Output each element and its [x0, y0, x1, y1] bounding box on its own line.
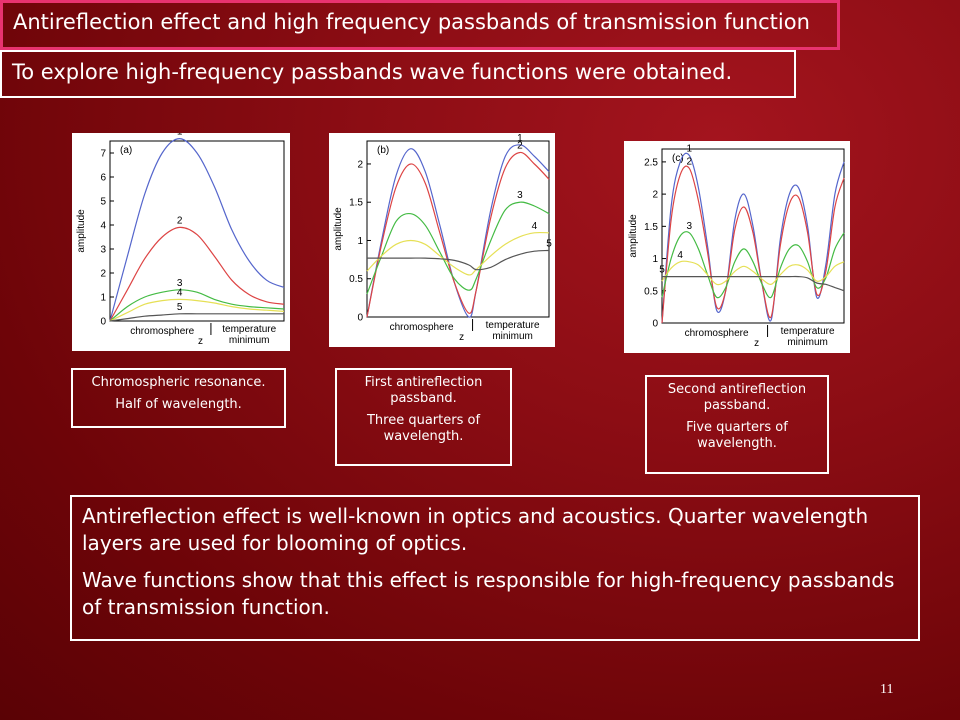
plot-c-ytick-label: 0: [652, 319, 658, 330]
plot-c-region-label: chromosphere: [685, 328, 749, 339]
plot-b-series-label: 3: [517, 190, 523, 201]
plot-c-series-1: [661, 152, 845, 324]
caption-b: First antireflection passband. Three qua…: [335, 368, 512, 466]
plot-c-svg: 0 0.5 1 1.5 2 2.5 amplitude (c) chromosphere temp…: [628, 143, 845, 349]
plot-c-ytick-label: 2: [652, 190, 658, 201]
plot-b-series-5: [367, 249, 550, 271]
plot-c-series-5: [662, 275, 845, 292]
plot-b-series-1: [366, 144, 550, 318]
plot-c-series-3: [661, 231, 845, 299]
plot-a-panel-label: (a): [120, 145, 132, 156]
plot-b-ylabel: amplitude: [333, 207, 344, 251]
plot-a: 0 1 2 3 4 5 6 7 amplitude (a) chromosphere temperat…: [72, 133, 290, 351]
plot-a-ylabel: amplitude: [76, 209, 87, 253]
plot-b-series-label: 1: [517, 133, 523, 144]
plot-c-series-label: 3: [687, 221, 693, 232]
caption-a-line-2: Half of wavelength.: [115, 397, 242, 412]
plot-a-series-label: 1: [177, 133, 183, 138]
caption-c: Second antireflection passband. Five qua…: [645, 375, 829, 474]
plot-c-series-4: [661, 260, 845, 286]
plot-b-svg: 0 0.5 1 1.5 2 amplitude (b) chromosphere tempera…: [333, 133, 552, 343]
plot-b-series-2: [366, 151, 550, 318]
plot-c-series-label: 4: [677, 250, 683, 261]
caption-a: Chromospheric resonance. Half of wavelen…: [71, 368, 286, 428]
plot-b-ytick-label: 2: [357, 159, 363, 170]
plot-a-xlabel: z: [198, 336, 203, 347]
plot-b-ytick-label: 1.5: [349, 198, 363, 209]
caption-b-line-1: First antireflection passband.: [364, 375, 483, 406]
caption-a-line-1: Chromospheric resonance.: [91, 375, 266, 390]
plot-a-series-1: [109, 137, 285, 322]
plot-b-panel-label: (b): [377, 145, 389, 156]
plot-a-series-label: 3: [177, 278, 183, 289]
body-paragraph-1: Antireflection effect is well-known in o…: [82, 504, 869, 555]
plot-a-series-label: 2: [177, 215, 183, 226]
caption-b-line-2: Three quarters of wavelength.: [366, 413, 481, 444]
plot-a-ytick-label: 7: [100, 149, 106, 160]
plot-b: 0 0.5 1 1.5 2 amplitude (b) chromosphere tempera…: [329, 133, 555, 347]
plot-a-ytick-label: 3: [100, 245, 106, 256]
plot-c-region-label: minimum: [787, 337, 828, 348]
plot-a-frame: [109, 140, 285, 322]
plot-c-ytick-label: 1: [652, 254, 658, 265]
plot-a-series-3: [109, 289, 285, 322]
plot-b-series-4: [366, 231, 550, 276]
plot-c-xlabel: z: [754, 338, 759, 349]
plot-c-region-label: temperature: [781, 326, 835, 337]
plot-b-xlabel: z: [459, 332, 464, 343]
plot-a-series-4: [109, 298, 285, 322]
plot-a-series-5: [109, 313, 284, 322]
plot-c-panel-label: (c): [672, 153, 684, 164]
plot-c-ytick-label: 0.5: [644, 286, 658, 297]
plot-a-ytick-label: 1: [100, 293, 106, 304]
body-paragraph-2: Wave functions show that this effect is …: [82, 568, 895, 619]
plot-b-ytick-label: 1: [357, 236, 363, 247]
plot-b-ytick-label: 0.5: [349, 274, 363, 285]
page-number: 11: [880, 682, 894, 697]
plot-a-region-label: minimum: [229, 335, 270, 346]
plot-b-region-label: temperature: [486, 320, 540, 331]
plot-b-ytick-label: 0: [357, 313, 363, 324]
plot-c-ytick-label: 1.5: [644, 222, 658, 233]
plot-c-series-label: 1: [687, 143, 693, 154]
plot-b-series-3: [366, 201, 550, 295]
plot-a-series-label: 5: [177, 302, 183, 313]
plot-a-ytick-label: 4: [100, 221, 106, 232]
plot-a-series-2: [109, 226, 285, 322]
plot-a-series-label: 4: [177, 287, 183, 298]
plot-b-series-label: 5: [546, 238, 552, 249]
plot-b-series-label: 2: [517, 140, 523, 151]
slide-title: Antireflection effect and high frequency…: [0, 0, 840, 50]
caption-c-line-1: Second antireflection passband.: [667, 382, 807, 413]
caption-c-line-2: Five quarters of wavelength.: [686, 420, 788, 451]
plot-b-region-label: chromosphere: [390, 322, 454, 333]
plot-c: 0 0.5 1 1.5 2 2.5 amplitude (c) chromosphere temp…: [624, 141, 850, 353]
plot-a-region-label: chromosphere: [130, 326, 194, 337]
plot-c-series-label: 5: [659, 265, 665, 276]
plot-a-ytick-label: 2: [100, 269, 106, 280]
plot-b-region-label: minimum: [492, 331, 533, 342]
plot-c-ylabel: amplitude: [628, 214, 639, 258]
plot-c-ytick-label: 2.5: [644, 157, 658, 168]
plot-a-region-label: temperature: [222, 324, 276, 335]
plot-c-series-2: [661, 165, 845, 324]
plot-c-series-label: 2: [687, 156, 693, 167]
plot-a-ytick-label: 5: [100, 197, 106, 208]
plot-c-frame: [661, 148, 845, 324]
slide-subtitle: To explore high-frequency passbands wave…: [0, 50, 796, 98]
plot-b-series-label: 4: [532, 221, 538, 232]
body-text-box: Antireflection effect is well-known in o…: [70, 495, 920, 641]
plot-b-frame: [366, 140, 550, 318]
plot-a-ytick-label: 6: [100, 173, 106, 184]
plot-a-ytick-label: 0: [100, 317, 106, 328]
